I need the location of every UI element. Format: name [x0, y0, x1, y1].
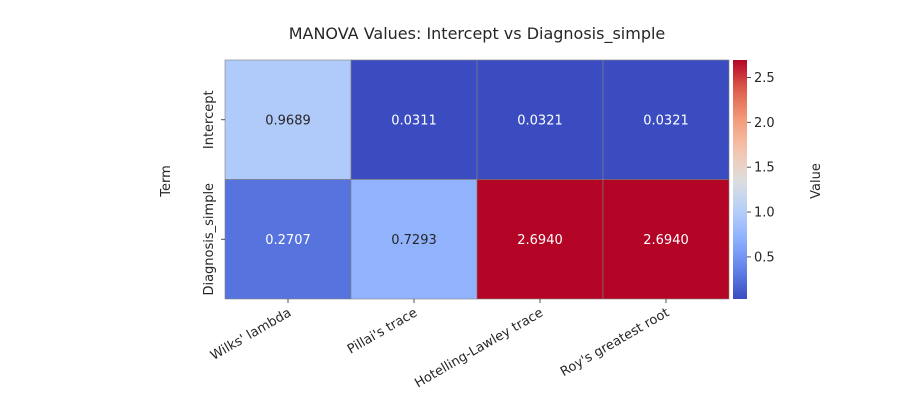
colorbar-tick-label: 1.0: [754, 206, 775, 221]
colorbar-tick-label: 2.0: [754, 116, 775, 131]
colorbar-tick-label: 0.5: [754, 250, 775, 265]
x-axis: Wilks' lambda Pillai's traceHotelling-Law…: [208, 299, 672, 391]
heatmap-cell: [224, 59, 352, 180]
x-tick-label: Hotelling-Lawley trace: [412, 305, 546, 391]
colorbar-tick-label: 1.5: [754, 161, 775, 176]
colorbar-label: Value: [809, 163, 824, 199]
colorbar-ticks: 0.5 1.0 1.5 2.0 2.5: [747, 71, 775, 265]
heatmap-cell: [476, 59, 604, 180]
y-tick-label: Intercept: [202, 90, 217, 149]
y-axis: Intercept Diagnosis_simple: [202, 90, 225, 296]
cell-value-label: 2.6940: [517, 233, 563, 248]
chart-title: MANOVA Values: Intercept vs Diagnosis_si…: [289, 24, 666, 44]
heatmap-cells: 0.9689 0.0311 0.0321 0.0321 0.2707 0.7293 2.69…: [224, 59, 730, 300]
heatmap-cell: [602, 179, 730, 300]
cell-value-label: 0.7293: [391, 233, 437, 248]
colorbar: [733, 60, 747, 299]
heatmap-cell: [476, 179, 604, 300]
x-tick-label: Roy's greatest root: [558, 305, 672, 379]
cell-value-label: 0.0311: [391, 113, 437, 128]
cell-value-label: 2.6940: [643, 233, 689, 248]
heatmap-cell: [602, 59, 730, 180]
colorbar-tick-label: 2.5: [754, 71, 775, 86]
cell-value-label: 0.0321: [517, 113, 563, 128]
x-tick-label: Wilks' lambda: [208, 305, 294, 363]
cell-value-label: 0.0321: [643, 113, 689, 128]
cell-value-label: 0.2707: [265, 233, 311, 248]
y-tick-label: Diagnosis_simple: [202, 183, 217, 296]
x-tick-label: Pillai's trace: [345, 305, 420, 357]
y-axis-label: Term: [159, 165, 174, 198]
heatmap-cell: [350, 59, 478, 180]
heatmap-cell: [350, 179, 478, 300]
heatmap-cell: [224, 179, 352, 300]
cell-value-label: 0.9689: [265, 113, 311, 128]
